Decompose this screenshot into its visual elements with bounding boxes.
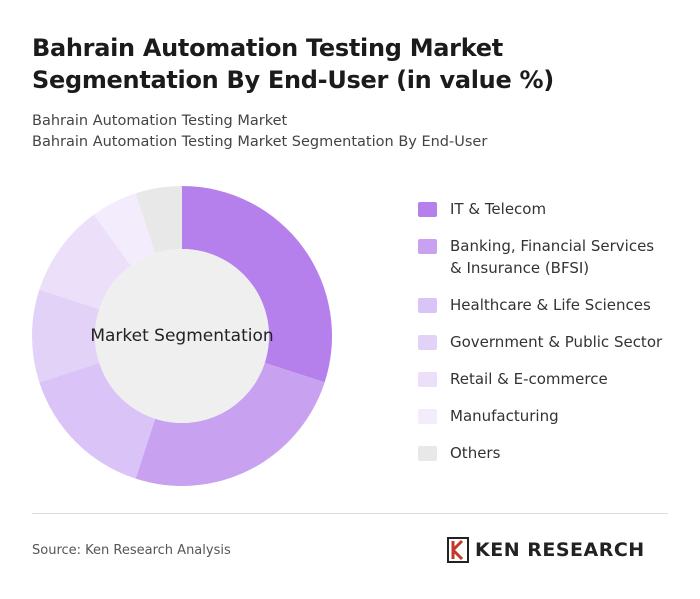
donut-chart: Market Segmentation — [32, 186, 332, 486]
slice — [182, 186, 332, 383]
center-label: Market Segmentation — [90, 326, 273, 346]
legend-label: Government & Public Sector — [450, 333, 663, 351]
legend-swatch — [418, 202, 437, 217]
legend: IT & Telecom Banking, Financial Services … — [418, 198, 668, 479]
logo-text: KEN RESEARCH — [475, 539, 645, 561]
legend-item: Banking, Financial Services & Insurance … — [418, 235, 668, 279]
legend-item: Healthcare & Life Sciences — [418, 294, 668, 316]
legend-label: Others — [450, 444, 501, 462]
donut-hole — [95, 249, 269, 423]
legend-swatch — [418, 239, 437, 254]
logo: KEN RESEARCH — [447, 537, 645, 563]
legend-swatch — [418, 409, 437, 424]
slice — [135, 186, 182, 254]
legend-swatch — [418, 446, 437, 461]
legend-label: Banking, Financial Services & Insurance … — [450, 237, 655, 277]
title: Bahrain Automation Testing Market Segmen… — [32, 34, 554, 94]
legend-item: Manufacturing — [418, 405, 668, 427]
subtitle: Bahrain Automation Testing Market — [32, 113, 288, 129]
slice — [32, 289, 100, 383]
logo-icon — [447, 537, 469, 563]
subtitle: Bahrain Automation Testing Market Segmen… — [32, 134, 488, 150]
legend-item: IT & Telecom — [418, 198, 668, 220]
legend-item: Others — [418, 442, 668, 464]
divider — [32, 513, 668, 514]
slice — [39, 214, 131, 310]
legend-swatch — [418, 372, 437, 387]
legend-item: Government & Public Sector — [418, 331, 668, 353]
source: Source: Ken Research Analysis — [32, 543, 231, 558]
slice — [135, 362, 325, 486]
slice — [39, 362, 156, 479]
legend-label: Healthcare & Life Sciences — [450, 296, 651, 314]
legend-swatch — [418, 335, 437, 350]
slice — [93, 193, 156, 266]
legend-label: IT & Telecom — [450, 200, 547, 218]
legend-label: Retail & E-commerce — [450, 370, 608, 388]
legend-swatch — [418, 298, 437, 313]
legend-item: Retail & E-commerce — [418, 368, 668, 390]
legend-label: Manufacturing — [450, 407, 559, 425]
